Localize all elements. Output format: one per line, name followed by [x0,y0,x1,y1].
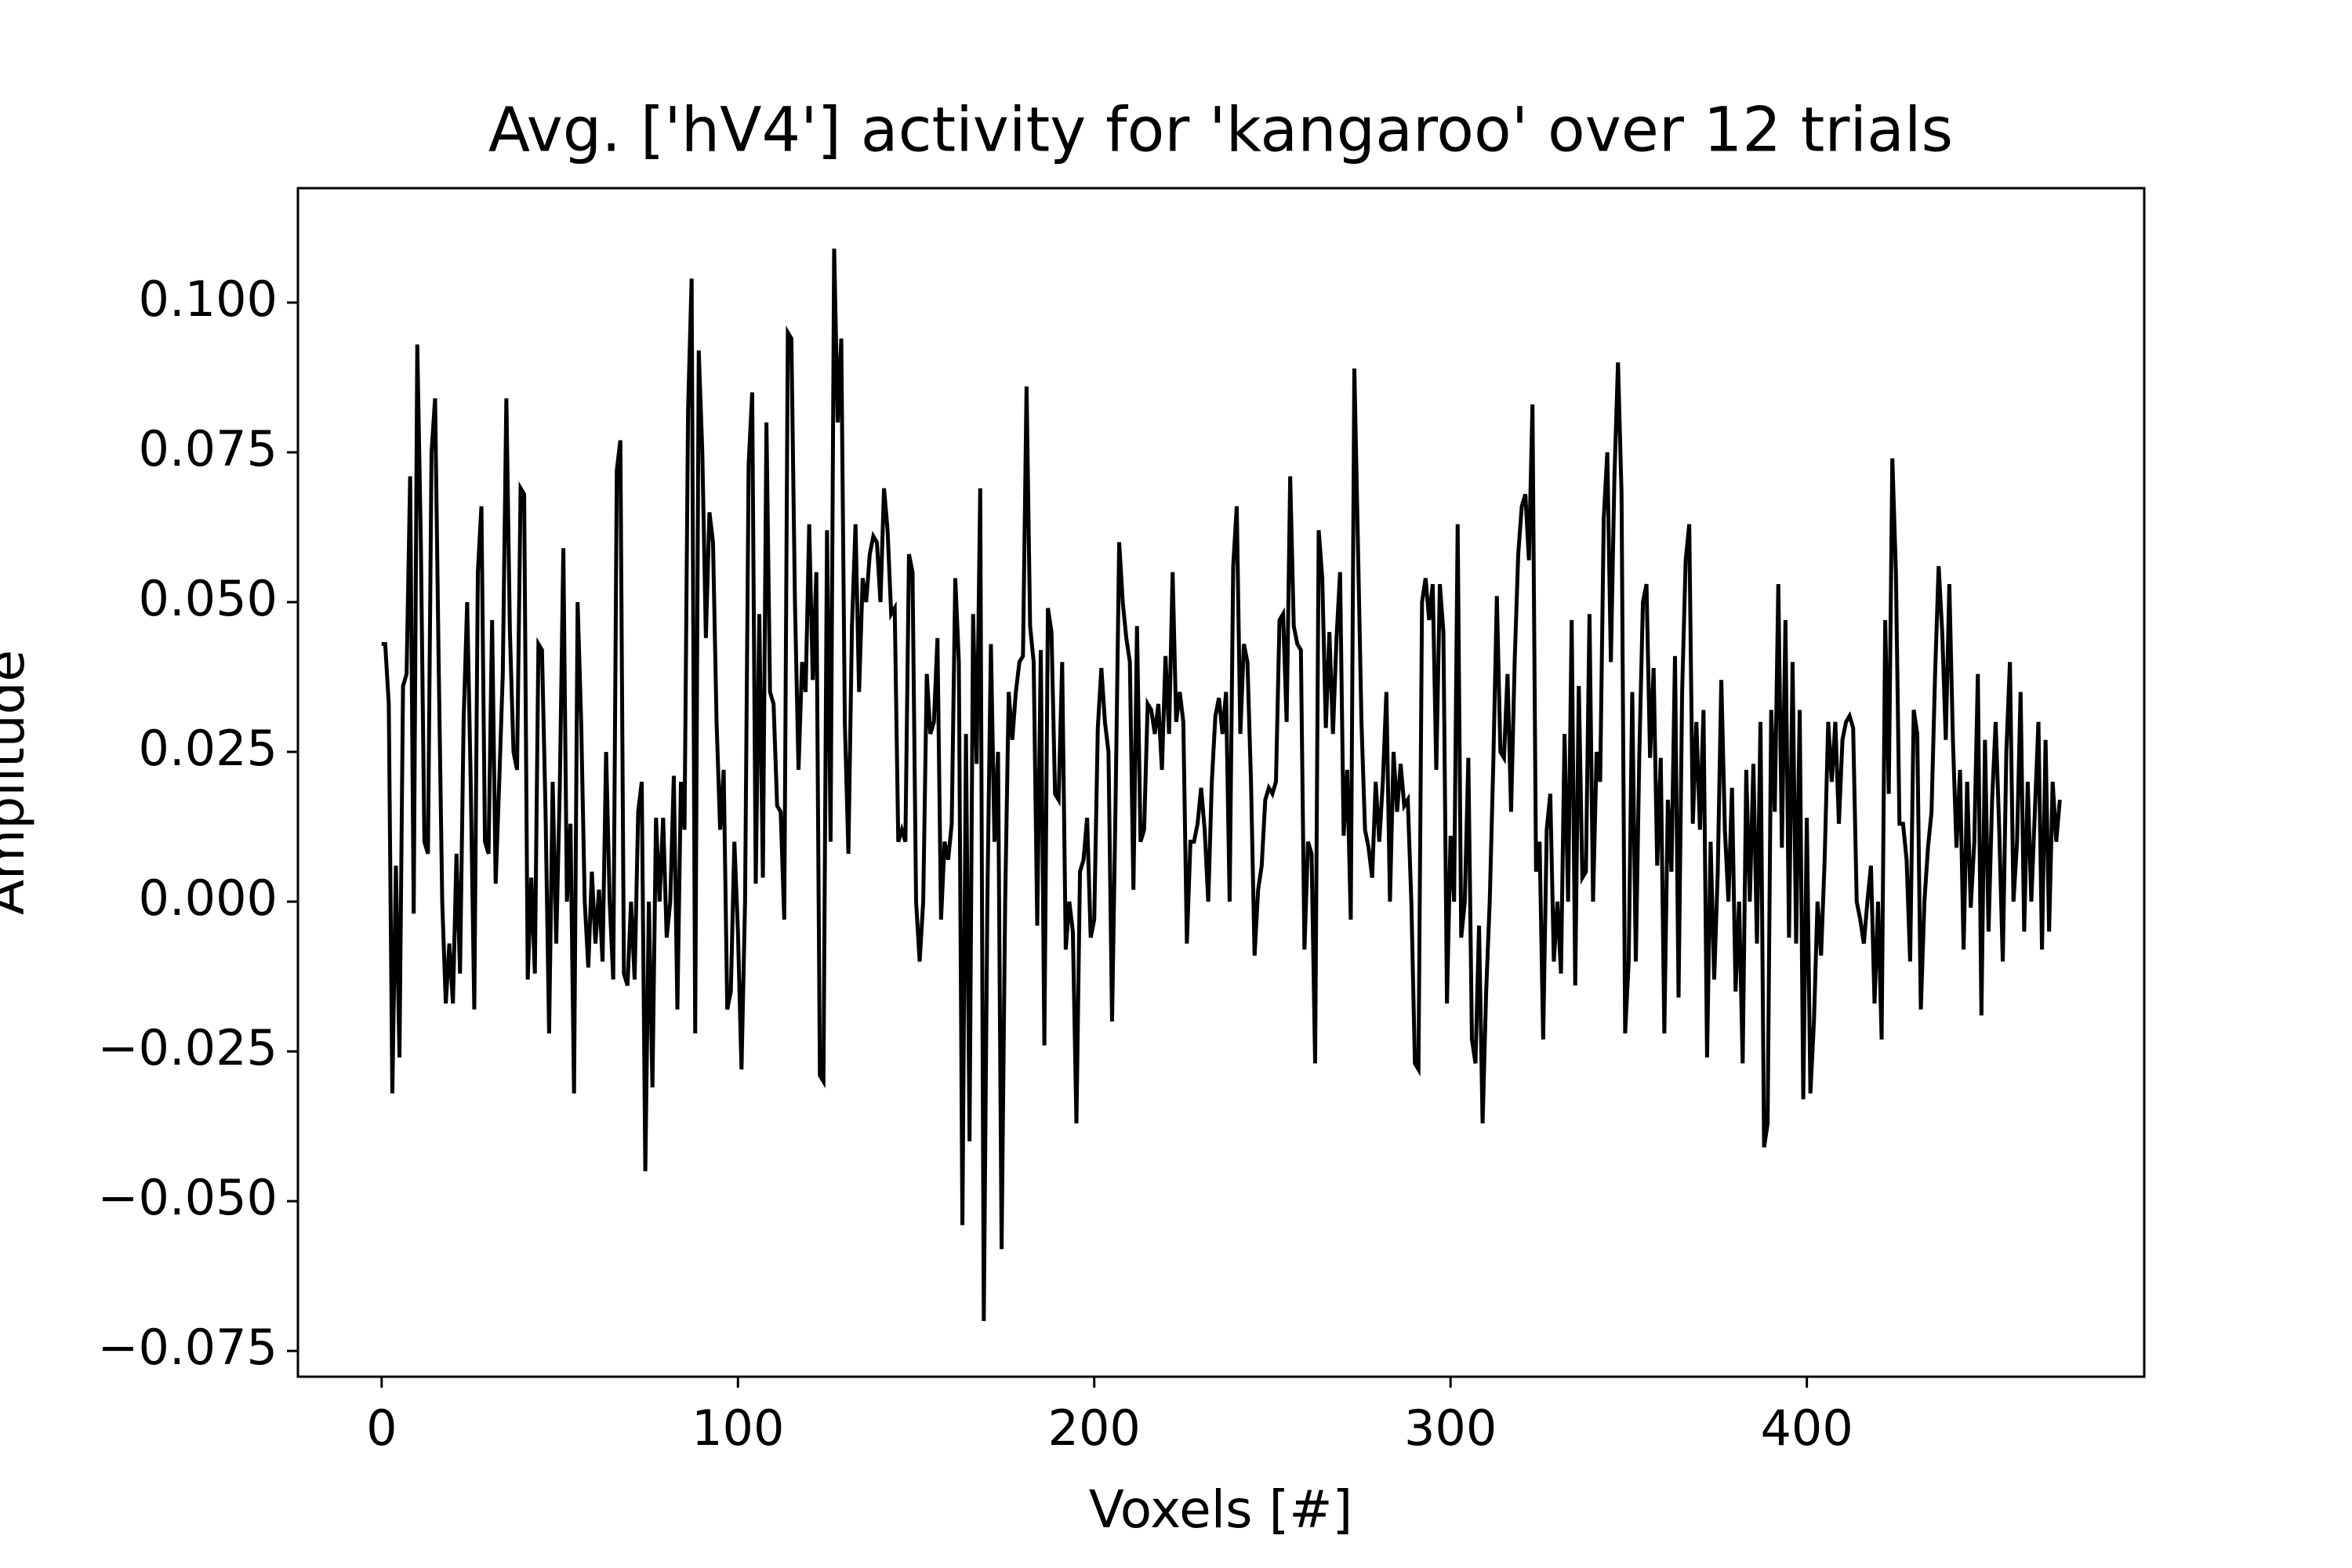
x-tick-label: 0 [366,1399,397,1457]
x-tick-label: 300 [1404,1399,1497,1457]
data-line [381,249,2062,1321]
y-axis-label: Amplitude [0,650,36,915]
y-tick-label: 0.050 [139,570,278,627]
y-tick-label: 0.025 [139,720,278,777]
x-tick-label: 400 [1760,1399,1853,1457]
plot-frame [296,187,2146,1378]
y-tick-label: 0.100 [139,270,278,328]
y-tick-label: −0.075 [98,1319,278,1376]
y-tick-label: −0.025 [98,1019,278,1076]
x-axis-label: Voxels [#] [1089,1479,1353,1540]
y-tick-label: −0.050 [98,1169,278,1226]
x-tick-label: 100 [691,1399,784,1457]
y-tick-label: 0.075 [139,420,278,477]
chart-title: Avg. ['hV4'] activity for 'kangaroo' ove… [488,95,1953,165]
x-tick-label: 200 [1048,1399,1141,1457]
y-tick-label: 0.000 [139,869,278,927]
